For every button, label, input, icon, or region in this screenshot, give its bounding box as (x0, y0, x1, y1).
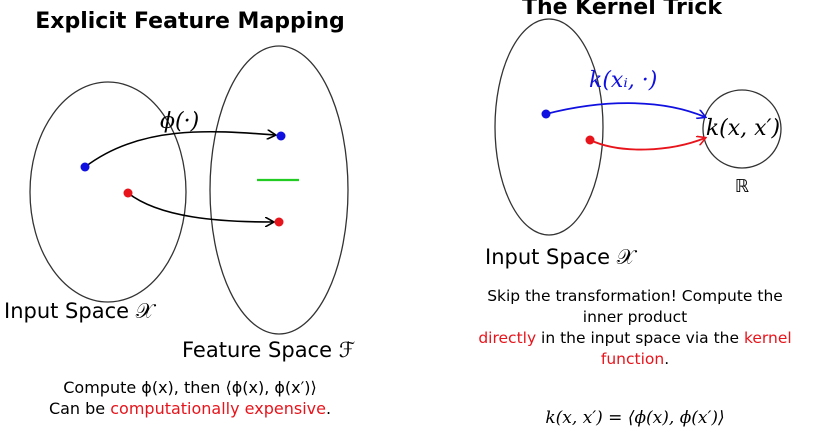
kernel-arrow-label: k(xᵢ, ·) (589, 68, 657, 93)
left-caption-highlight: computationally expensive (110, 399, 326, 418)
left-caption-suffix: . (325, 399, 332, 418)
input-space-ellipse (29, 81, 187, 303)
right-caption-mid: in the input space via the (536, 329, 744, 347)
right-caption-highlight-function: function (600, 350, 665, 368)
feature-space-ellipse (209, 45, 349, 335)
right-input-space-ellipse (494, 18, 604, 236)
left-caption: Compute ϕ(x), then ⟨ϕ(x), ϕ(x′)⟩ Can be … (20, 377, 360, 419)
right-caption-line2: inner product (582, 308, 688, 326)
right-caption-line1: Skip the transformation! Compute the (487, 287, 783, 305)
feature-point-blue (276, 131, 286, 141)
right-caption-end: . (664, 350, 670, 368)
input-point-blue (80, 162, 90, 172)
right-caption-line3: directly in the input space via the kern… (444, 328, 826, 349)
right-caption-line4: function. (444, 349, 826, 370)
phi-arrow-blue-point (84, 132, 275, 168)
right-caption: Skip the transformation! Compute the inn… (444, 286, 826, 370)
left-input-space-label: Input Space 𝒳 (4, 299, 157, 323)
input-point-red (123, 188, 133, 198)
left-caption-line2: Can be computationally expensive. (20, 398, 360, 419)
right-point-blue (541, 109, 551, 119)
phi-map-label: ϕ(·) (160, 109, 199, 134)
kernel-arrow-blue (545, 102, 705, 117)
right-point-red (585, 135, 595, 145)
right-title: The Kernel Trick (522, 0, 723, 20)
feature-space-label: Feature Space ℱ (182, 338, 355, 362)
right-caption-highlight-kernel: kernel (743, 329, 792, 347)
feature-point-red (274, 217, 284, 227)
left-title: Explicit Feature Mapping (35, 9, 345, 34)
reals-label: ℝ (735, 176, 749, 197)
left-caption-prefix: Can be (48, 399, 111, 418)
phi-arrow-red-point (127, 192, 273, 222)
left-caption-line1: Compute ϕ(x), then ⟨ϕ(x), ϕ(x′)⟩ (63, 378, 317, 397)
output-real-circle (702, 89, 782, 169)
right-input-space-label: Input Space 𝒳 (485, 245, 638, 269)
kernel-output-label: k(x, x′) (706, 116, 780, 141)
kernel-formula: k(x, x′) = ⟨ϕ(x), ϕ(x′)⟩ (545, 408, 725, 428)
kernel-arrow-red (589, 138, 705, 151)
right-caption-highlight-directly: directly (478, 329, 537, 347)
